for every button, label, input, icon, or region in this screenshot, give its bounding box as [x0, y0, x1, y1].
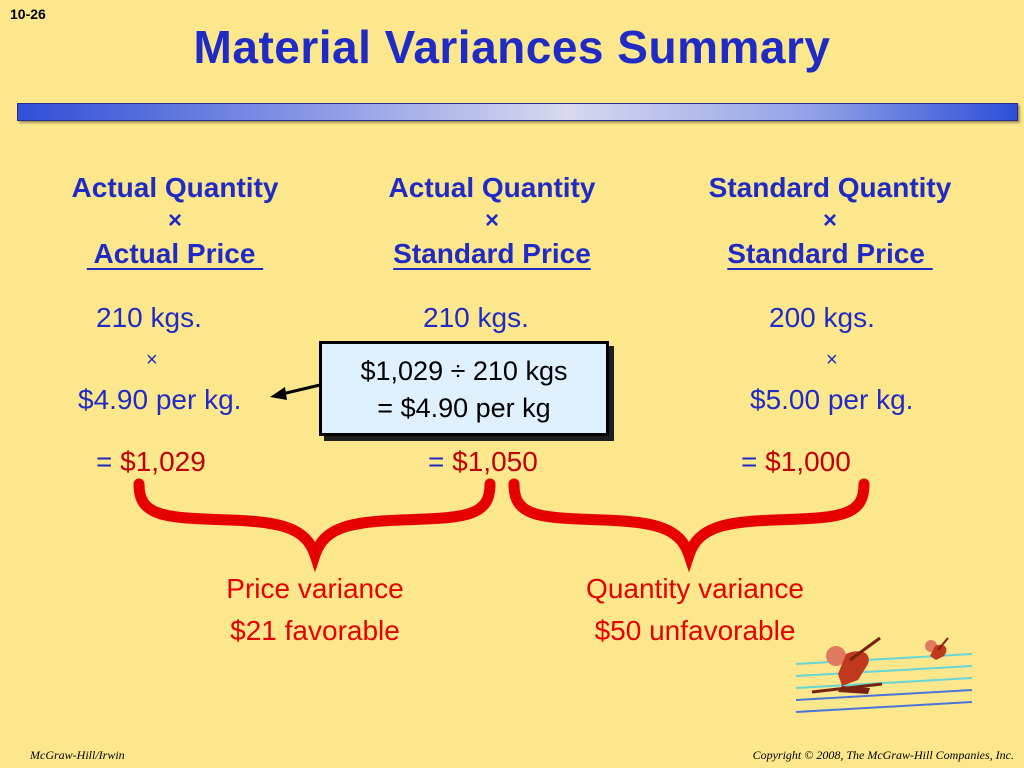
heading-line2: Actual Price [86, 238, 264, 269]
result-total: = $1,050 [428, 446, 538, 478]
slide-title: Material Variances Summary [193, 21, 831, 73]
title-divider-bar [17, 103, 1018, 121]
heading-line2: Standard Price [393, 238, 591, 269]
quantity-variance: Quantity variance $50 unfavorable [535, 568, 855, 652]
price-value: $5.00 per kg. [750, 384, 914, 415]
variance-amount: $50 unfavorable [594, 615, 796, 646]
result-total: = $1,000 [741, 446, 851, 478]
price-calculation-callout: $1,029 ÷ 210 kgs = $4.90 per kg [319, 341, 609, 436]
variance-amount: $21 favorable [230, 615, 400, 646]
curly-brace-icon [508, 478, 870, 573]
result-value: $1,029 [120, 446, 206, 477]
footer-copyright: Copyright © 2008, The McGraw-Hill Compan… [752, 748, 1014, 762]
curly-brace-icon [133, 478, 496, 573]
heading-line1: Actual Quantity [388, 172, 596, 203]
column-heading-aq-sp: Actual Quantity × Standard Price [352, 171, 632, 270]
equals-sign: = [428, 446, 445, 477]
footer-publisher: McGraw-Hill/Irwin [30, 748, 125, 762]
column-heading-aq-ap: Actual Quantity × Actual Price [40, 171, 310, 270]
heading-line2: Standard Price [727, 238, 933, 269]
equals-sign: = [96, 446, 113, 477]
quantity-value: 210 kgs. [96, 302, 202, 333]
callout-arrow-icon [270, 383, 321, 400]
times-symbol: × [484, 207, 499, 234]
heading-line1: Standard Quantity [708, 172, 952, 203]
times-symbol: × [167, 207, 182, 234]
variance-label: Price variance [226, 573, 404, 604]
variance-label: Quantity variance [586, 573, 804, 604]
result-value: $1,000 [765, 446, 851, 477]
price-value: $4.90 per kg. [78, 384, 242, 415]
heading-line1: Actual Quantity [71, 172, 279, 203]
equals-sign: = [741, 446, 758, 477]
price-variance: Price variance $21 favorable [165, 568, 465, 652]
times-symbol: × [822, 207, 837, 234]
quantity-value: 200 kgs. [769, 302, 875, 333]
result-total: = $1,029 [96, 446, 206, 478]
quantity-value: 210 kgs. [423, 302, 529, 333]
result-value: $1,050 [452, 446, 538, 477]
times-symbol: × [826, 349, 838, 371]
times-symbol: × [146, 349, 158, 371]
slide-number: 10-26 [10, 6, 46, 22]
callout-line1: $1,029 ÷ 210 kgs [360, 356, 568, 386]
callout-line2: = $4.90 per kg [377, 393, 551, 423]
column-heading-sq-sp: Standard Quantity × Standard Price [670, 171, 990, 270]
skier-icon [795, 636, 973, 713]
